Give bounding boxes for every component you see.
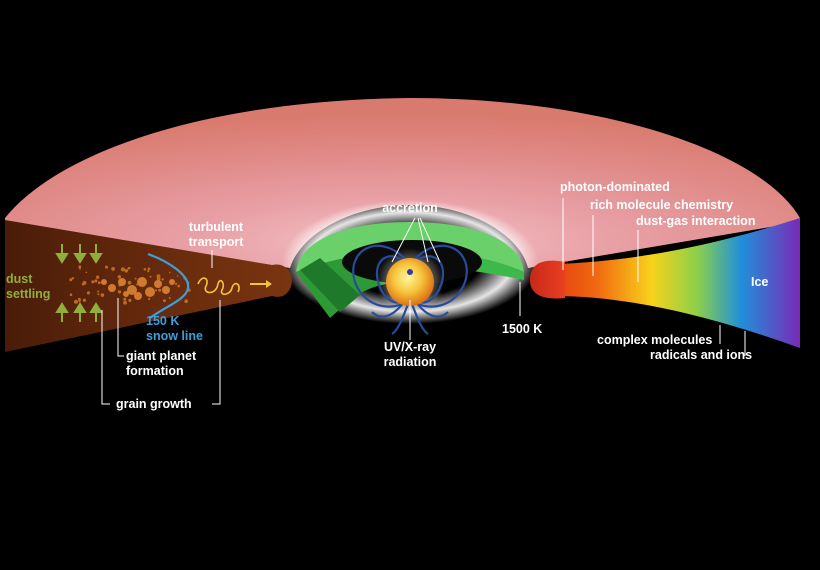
label-turbulent-transport: turbulent transport xyxy=(180,220,252,250)
label-settling-text: settling xyxy=(6,287,51,301)
label-rich-molecule-chemistry: rich molecule chemistry xyxy=(590,198,734,212)
dust-speck xyxy=(120,267,125,272)
label-150k-text: 150 K xyxy=(146,314,180,328)
label-grain-growth: grain growth xyxy=(116,397,192,411)
label-photon-dominated: photon-dominated xyxy=(560,180,670,194)
disk-surface xyxy=(5,98,800,268)
dust-speck xyxy=(91,280,95,284)
dust-speck xyxy=(94,279,98,283)
dust-speck xyxy=(147,267,151,271)
dust-speck xyxy=(69,293,73,297)
dust-speck xyxy=(127,280,132,285)
dust-speck xyxy=(128,298,132,302)
label-radiation-text: radiation xyxy=(383,355,437,369)
dust-speck xyxy=(147,270,150,273)
dust-speck xyxy=(117,290,122,294)
dust-speck xyxy=(117,275,122,279)
dust-speck xyxy=(148,297,151,301)
dust-speck xyxy=(184,299,188,304)
dust-speck xyxy=(158,288,162,292)
transport-arrowhead xyxy=(266,280,272,288)
label-formation-text: formation xyxy=(126,364,184,378)
star-pole xyxy=(407,269,413,275)
dust-speck xyxy=(78,300,81,303)
snow-line-curve xyxy=(147,252,190,319)
dust-speck xyxy=(163,299,166,303)
label-complex-molecules: complex molecules xyxy=(597,333,713,347)
dust-speck xyxy=(105,265,108,269)
label-turbulent-text: turbulent xyxy=(188,220,244,234)
label-dust-text: dust xyxy=(6,272,33,286)
dust-speck xyxy=(168,297,171,299)
right-cross-section xyxy=(530,218,800,348)
dust-speck xyxy=(77,297,81,301)
dust-speck xyxy=(97,293,100,296)
dust-speck xyxy=(177,284,180,288)
dust-speck xyxy=(86,291,91,295)
label-dust-gas-interaction: dust-gas interaction xyxy=(636,214,756,228)
dust-speck xyxy=(149,275,152,278)
label-transport-text: transport xyxy=(188,235,244,249)
dust-speck xyxy=(161,278,164,281)
label-snow-line: 150 K snow line xyxy=(146,314,203,344)
dust-speck xyxy=(124,269,129,273)
label-giant-planet: giant planet formation xyxy=(126,349,196,379)
label-accretion: accretion xyxy=(382,201,438,215)
label-uvxray-text: UV/X-ray xyxy=(383,340,437,354)
turbulent-squiggle xyxy=(197,277,240,296)
label-giant-planet-text: giant planet xyxy=(126,349,197,363)
leader-lines xyxy=(101,198,746,405)
dust-speck xyxy=(143,268,147,271)
label-ice: Ice xyxy=(751,275,769,289)
dust-speck xyxy=(74,299,78,304)
dust-speck xyxy=(156,274,161,278)
label-dust-settling: dust settling xyxy=(6,272,50,302)
dust-speck xyxy=(95,275,100,279)
dust-speck xyxy=(123,300,127,305)
dust-speck xyxy=(71,277,75,280)
giant-planet-clumps xyxy=(101,277,175,300)
dust-speck xyxy=(111,267,115,271)
dust-speck xyxy=(100,293,105,297)
right-inner-rim xyxy=(530,260,565,299)
dust-speck xyxy=(127,267,130,270)
dust-speck xyxy=(154,289,158,292)
dust-speck xyxy=(82,298,86,302)
label-snowline-text: snow line xyxy=(146,329,203,343)
dust-speck xyxy=(85,271,88,274)
dust-speck xyxy=(78,265,82,269)
dust-speck xyxy=(78,267,81,270)
dust-speck xyxy=(168,271,171,274)
dust-speck xyxy=(134,277,137,280)
label-radicals-ions: radicals and ions xyxy=(650,348,753,362)
central-star xyxy=(386,258,434,306)
dust-speck xyxy=(97,290,100,293)
dust-speck xyxy=(123,297,127,301)
dust-speck xyxy=(69,278,73,282)
dust-speck xyxy=(176,275,179,277)
settling-arrows xyxy=(55,244,103,322)
label-uv-xray: UV/X-ray radiation xyxy=(372,340,448,370)
label-1500k: 1500 K xyxy=(502,322,543,336)
inner-disk-band xyxy=(300,258,360,312)
dust-speck xyxy=(156,276,161,281)
dust-speck xyxy=(175,282,178,285)
dust-speck xyxy=(81,282,85,286)
dust-speck xyxy=(97,281,101,285)
